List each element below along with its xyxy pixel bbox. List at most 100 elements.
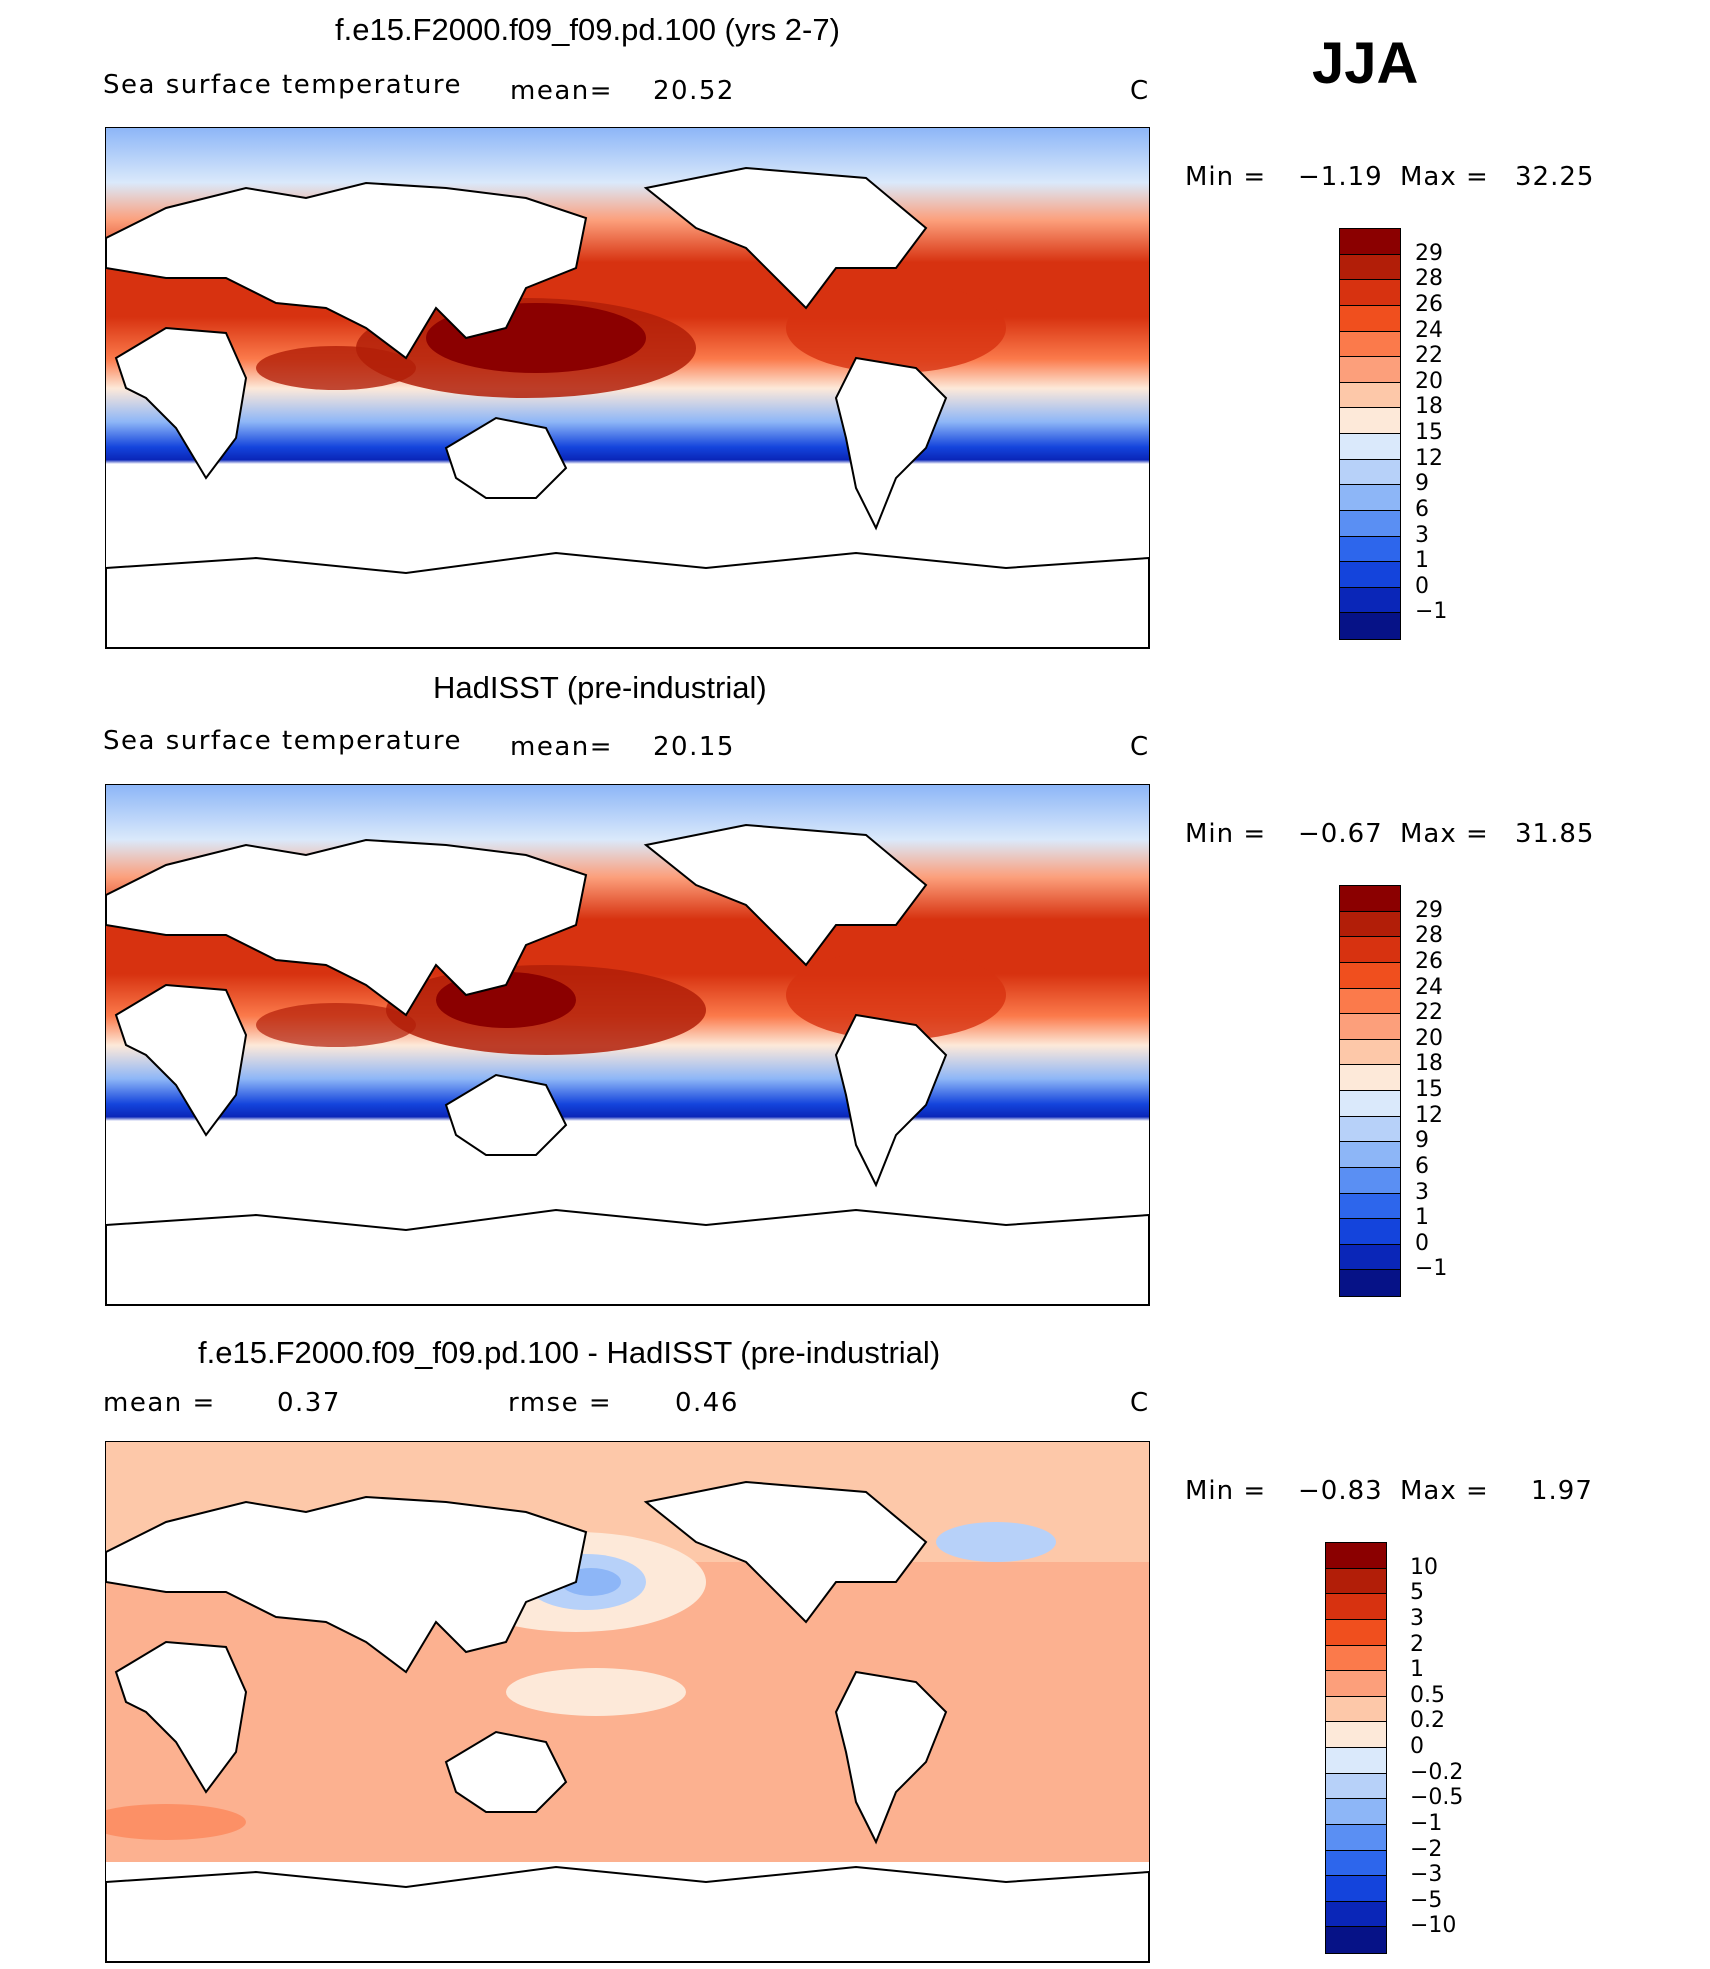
- colorbar-labels: 29 28 26 24 22 20 18 15 12 9 6 3 1 0 −1: [1415, 885, 1495, 1295]
- colorbar-tick-label: 15: [1415, 1077, 1443, 1102]
- max-label: Max =: [1400, 1476, 1489, 1506]
- max-value: 31.85: [1515, 819, 1595, 849]
- colorbar-segment: [1340, 459, 1400, 486]
- colorbar-segment: [1340, 1116, 1400, 1143]
- colorbar-tick-label: 29: [1415, 240, 1443, 266]
- variable-label: Sea surface temperature: [103, 70, 462, 100]
- min-value: −1.19: [1298, 162, 1383, 192]
- mean-label: mean =: [103, 1388, 216, 1418]
- colorbar-tick-label: 0: [1415, 1230, 1429, 1256]
- colorbar-tick-label: 20: [1415, 1025, 1443, 1051]
- colorbar-tick-label: 10: [1410, 1554, 1438, 1580]
- colorbar-tick-label: 1: [1415, 548, 1429, 574]
- colorbar-tick-label: 3: [1415, 1179, 1429, 1205]
- colorbar-labels: 10 5 3 2 1 0.5 0.2 0 −0.2 −0.5 −1 −2 −3 −5 −10: [1410, 1542, 1500, 1952]
- map-canvas: [106, 785, 1149, 1305]
- colorbar-segment: [1340, 613, 1400, 639]
- colorbar-segment: [1340, 408, 1400, 434]
- mean-value: 0.37: [277, 1388, 341, 1418]
- colorbar-tick-label: 24: [1415, 317, 1443, 343]
- colorbar-tick-label: −10: [1410, 1913, 1457, 1939]
- colorbar-segment: [1340, 331, 1400, 358]
- panel-title: f.e15.F2000.f09_f09.pd.100 - HadISST (pr…: [198, 1335, 941, 1370]
- mean-value: 20.52: [653, 76, 735, 106]
- colorbar-segment: [1326, 1927, 1386, 1953]
- colorbar-tick-label: 2: [1410, 1631, 1424, 1657]
- colorbar-tick-label: 24: [1415, 974, 1443, 1000]
- colorbar-segment: [1340, 1065, 1400, 1091]
- colorbar-segment: [1326, 1696, 1386, 1723]
- colorbar-segment: [1340, 911, 1400, 938]
- mean-label: mean=: [510, 76, 614, 106]
- colorbar-tick-label: 26: [1415, 291, 1443, 317]
- colorbar-tick-label: 20: [1415, 368, 1443, 394]
- colorbar-segment: [1340, 305, 1400, 332]
- colorbar-tick-label: 1: [1415, 1205, 1429, 1231]
- colorbar-tick-label: 0.2: [1410, 1708, 1445, 1734]
- colorbar-tick-label: 0: [1410, 1734, 1424, 1759]
- colorbar-tick-label: 0.5: [1410, 1682, 1445, 1708]
- units-label: C: [1130, 1388, 1150, 1418]
- season-label: JJA: [1312, 31, 1419, 96]
- colorbar-segment: [1340, 434, 1400, 460]
- colorbar-segment: [1340, 536, 1400, 563]
- colorbar-segment: [1340, 1091, 1400, 1117]
- colorbar-tick-label: 3: [1415, 522, 1429, 548]
- colorbar-tick-label: −0.5: [1410, 1785, 1464, 1811]
- colorbar-tick-label: 5: [1410, 1580, 1424, 1606]
- rmse-value: 0.46: [675, 1388, 739, 1418]
- colorbar-tick-label: −5: [1410, 1887, 1443, 1913]
- colorbar-tick-label: 26: [1415, 948, 1443, 974]
- colorbar-tick-label: 29: [1415, 897, 1443, 923]
- colorbar-tick-label: 28: [1415, 266, 1443, 292]
- colorbar-segment: [1326, 1748, 1386, 1774]
- min-value: −0.67: [1298, 819, 1383, 849]
- colorbar-segment: [1326, 1901, 1386, 1928]
- colorbar-tick-label: 3: [1410, 1605, 1424, 1631]
- colorbar-segment: [1340, 962, 1400, 989]
- colorbar-tick-label: 1: [1410, 1657, 1424, 1683]
- sst-map-observed: [105, 784, 1150, 1306]
- sst-map-model: [105, 127, 1150, 649]
- colorbar-tick-label: 12: [1415, 445, 1443, 471]
- sst-difference-map: [105, 1441, 1150, 1963]
- colorbar-segment: [1340, 1039, 1400, 1066]
- colorbar-segment: [1340, 1142, 1400, 1168]
- colorbar-segment: [1340, 1219, 1400, 1245]
- colorbar-segment: [1326, 1619, 1386, 1646]
- colorbar-tick-label: 18: [1415, 1051, 1443, 1077]
- colorbar-tick-label: 15: [1415, 420, 1443, 445]
- colorbar-segment: [1340, 229, 1400, 255]
- colorbar-tick-label: −1: [1415, 1256, 1448, 1282]
- colorbar-segment: [1340, 886, 1400, 912]
- min-label: Min =: [1185, 819, 1267, 849]
- colorbar-tick-label: 28: [1415, 923, 1443, 949]
- max-value: 1.97: [1531, 1476, 1593, 1506]
- colorbar-tick-label: −0.2: [1410, 1759, 1464, 1785]
- colorbar-segment: [1340, 357, 1400, 383]
- colorbar-tick-label: 9: [1415, 1128, 1429, 1154]
- colorbar-tick-label: −2: [1410, 1836, 1443, 1862]
- colorbar-segment: [1340, 937, 1400, 963]
- colorbar-segment: [1326, 1568, 1386, 1595]
- min-label: Min =: [1185, 1476, 1267, 1506]
- colorbar-tick-label: 22: [1415, 343, 1443, 369]
- colorbar-tick-label: −3: [1410, 1862, 1443, 1888]
- colorbar-tick-label: 22: [1415, 1000, 1443, 1026]
- colorbar-segment: [1326, 1543, 1386, 1569]
- min-label: Min =: [1185, 162, 1267, 192]
- colorbar-segment: [1326, 1824, 1386, 1851]
- panel-title: f.e15.F2000.f09_f09.pd.100 (yrs 2-7): [335, 12, 840, 47]
- colorbar-segment: [1340, 1167, 1400, 1194]
- colorbar-segment: [1340, 485, 1400, 511]
- colorbar-segment: [1326, 1850, 1386, 1877]
- colorbar-segment: [1340, 1193, 1400, 1220]
- colorbar-segment: [1340, 1270, 1400, 1296]
- colorbar: [1339, 228, 1401, 640]
- map-canvas: [106, 1442, 1149, 1962]
- colorbar-segment: [1340, 1014, 1400, 1040]
- panel-title: HadISST (pre-industrial): [433, 670, 767, 705]
- min-value: −0.83: [1298, 1476, 1383, 1506]
- colorbar-segment: [1326, 1876, 1386, 1902]
- colorbar-segment: [1340, 1244, 1400, 1271]
